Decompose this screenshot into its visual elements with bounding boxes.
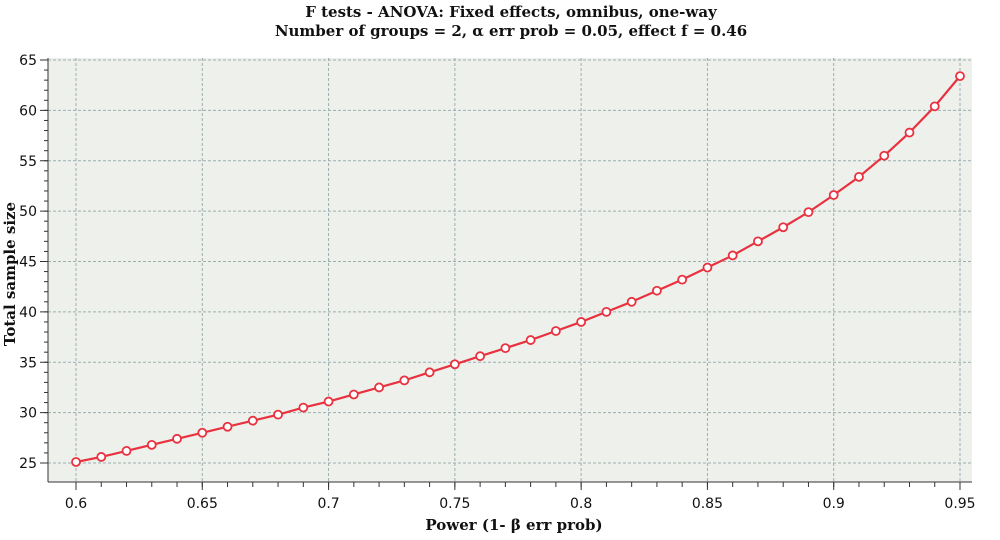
- data-point: [348, 389, 359, 400]
- chart-title-box: F tests - ANOVA: Fixed effects, omnibus,…: [180, 0, 842, 44]
- x-tick-label: 0.65: [187, 496, 218, 512]
- data-point: [702, 262, 713, 273]
- y-tick-label: 35: [19, 355, 37, 371]
- x-tick-label: 0.8: [570, 496, 592, 512]
- y-tick-label: 60: [19, 103, 37, 119]
- x-tick-label: 0.75: [439, 496, 470, 512]
- data-point: [222, 421, 233, 432]
- x-tick-label: 0.85: [692, 496, 723, 512]
- data-point: [677, 274, 688, 285]
- data-point: [652, 285, 662, 296]
- data-point: [247, 415, 258, 426]
- data-point: [753, 236, 763, 247]
- data-point: [601, 306, 612, 317]
- chart-subtitle: Number of groups = 2, α err prob = 0.05,…: [274, 22, 748, 40]
- grid-lines: [48, 58, 972, 482]
- data-point: [449, 359, 460, 370]
- x-tick-label: 0.6: [65, 496, 87, 512]
- data-point: [500, 343, 511, 354]
- data-point: [525, 335, 536, 345]
- y-tick-label: 65: [19, 53, 37, 69]
- data-point: [854, 171, 864, 182]
- y-axis-ticks: 25 30 35 40 45 50 55 60 65: [19, 53, 48, 472]
- data-point: [298, 402, 309, 413]
- x-tick-label: 0.95: [944, 496, 975, 512]
- data-point: [828, 190, 839, 200]
- y-tick-label: 25: [19, 456, 37, 472]
- data-point: [727, 250, 738, 261]
- data-point: [576, 317, 587, 327]
- y-tick-label: 30: [19, 406, 37, 422]
- chart-title: F tests - ANOVA: Fixed effects, omnibus,…: [305, 3, 717, 21]
- data-point: [146, 439, 157, 450]
- data-point: [71, 457, 81, 467]
- data-point: [626, 296, 637, 307]
- x-tick-label: 0.9: [823, 496, 845, 512]
- data-point: [904, 127, 915, 138]
- data-point: [475, 351, 486, 362]
- series-layer: [71, 71, 965, 467]
- data-point: [955, 71, 965, 82]
- data-point: [172, 433, 182, 444]
- data-point: [323, 396, 334, 407]
- data-point: [273, 409, 283, 420]
- y-axis-label: Total sample size: [1, 201, 19, 347]
- data-point: [778, 222, 789, 233]
- x-tick-label: 0.7: [317, 496, 339, 512]
- x-axis-label: Power (1- β err prob): [425, 516, 603, 534]
- y-tick-label: 50: [19, 204, 37, 220]
- data-point: [374, 382, 384, 393]
- data-point: [550, 326, 561, 336]
- y-tick-label: 55: [19, 154, 37, 170]
- data-point: [197, 427, 208, 438]
- data-point: [121, 446, 132, 456]
- data-point: [96, 452, 107, 462]
- x-axis-ticks: 0.6 0.65 0.7 0.75 0.8 0.85 0.9 0.95: [65, 482, 976, 512]
- data-point: [399, 375, 410, 386]
- y-tick-label: 45: [19, 255, 37, 271]
- data-point: [424, 367, 435, 378]
- data-point: [879, 150, 890, 161]
- data-point: [803, 207, 814, 218]
- data-point: [929, 101, 940, 112]
- y-tick-label: 40: [19, 305, 37, 321]
